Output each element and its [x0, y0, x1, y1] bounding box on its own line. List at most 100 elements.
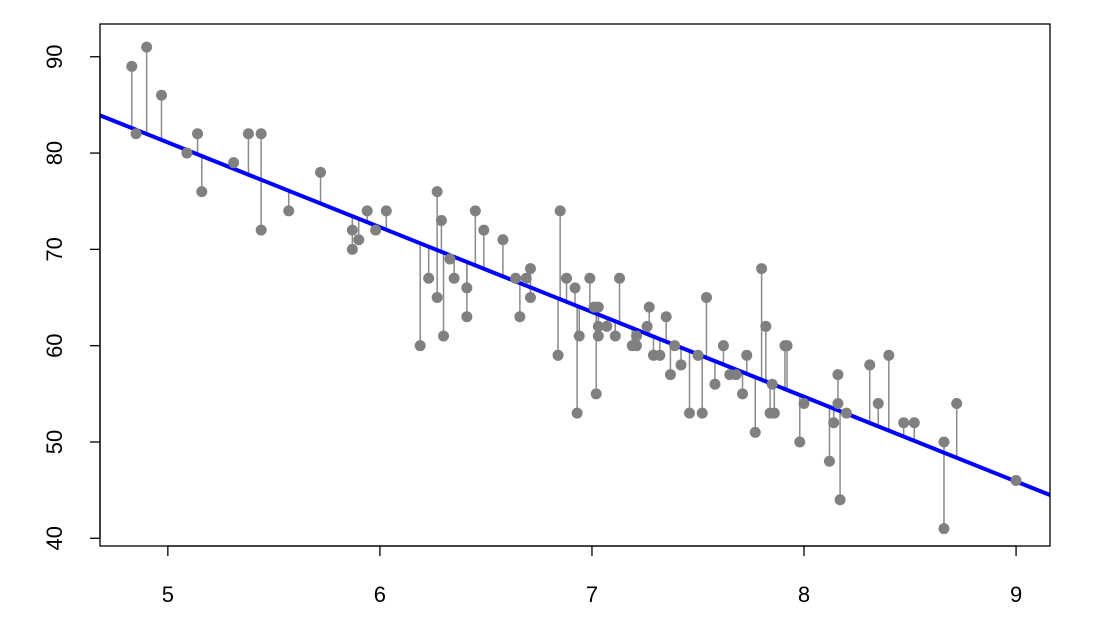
- data-point-9: [255, 128, 267, 140]
- data-point-31: [497, 234, 509, 246]
- y-tick-label-4: 80: [42, 141, 67, 165]
- data-point-93: [908, 417, 920, 429]
- data-point-12: [315, 166, 327, 178]
- data-point-73: [749, 426, 761, 438]
- data-point-29: [469, 205, 481, 217]
- data-point-15: [353, 234, 365, 246]
- y-tick-label-2: 60: [42, 333, 67, 357]
- data-point-10: [255, 224, 267, 236]
- data-point-1: [130, 128, 142, 140]
- data-point-4: [181, 147, 193, 159]
- data-point-72: [741, 349, 753, 361]
- data-point-8: [242, 128, 254, 140]
- data-point-11: [283, 205, 295, 217]
- x-tick-label-1: 6: [374, 582, 386, 607]
- data-point-17: [370, 224, 382, 236]
- data-point-3: [155, 89, 167, 101]
- data-point-34: [520, 272, 532, 284]
- data-point-90: [872, 397, 884, 409]
- data-point-13: [346, 224, 358, 236]
- data-point-40: [569, 282, 581, 294]
- data-point-68: [717, 340, 729, 352]
- data-point-80: [781, 340, 793, 352]
- data-point-84: [828, 417, 840, 429]
- data-point-86: [832, 369, 844, 381]
- x-tick-label-2: 7: [586, 582, 598, 607]
- data-point-22: [431, 292, 443, 304]
- x-axis: 5 6 7 8 9: [162, 545, 1022, 607]
- data-point-78: [768, 407, 780, 419]
- data-point-19: [414, 340, 426, 352]
- data-point-37: [552, 349, 564, 361]
- data-point-65: [696, 407, 708, 419]
- data-point-20: [423, 272, 435, 284]
- data-point-53: [630, 330, 642, 342]
- data-point-14: [346, 243, 358, 255]
- regression-line: [99, 113, 1051, 497]
- data-point-47: [592, 320, 604, 332]
- data-point-7: [228, 157, 240, 169]
- data-point-48: [592, 330, 604, 342]
- data-points: [126, 41, 1022, 535]
- data-point-18: [380, 205, 392, 217]
- data-point-51: [614, 272, 626, 284]
- data-point-70: [730, 369, 742, 381]
- y-tick-label-5: 90: [42, 45, 67, 69]
- data-point-25: [444, 253, 456, 265]
- data-point-27: [461, 282, 473, 294]
- y-tick-label-0: 40: [42, 526, 67, 550]
- data-point-95: [938, 523, 950, 535]
- data-point-58: [654, 349, 666, 361]
- x-tick-label-3: 8: [798, 582, 810, 607]
- data-point-6: [196, 186, 208, 198]
- data-point-88: [840, 407, 852, 419]
- data-point-83: [823, 455, 835, 467]
- data-point-5: [192, 128, 204, 140]
- data-point-63: [684, 407, 696, 419]
- data-point-61: [669, 340, 681, 352]
- data-point-2: [141, 41, 153, 53]
- data-point-16: [361, 205, 373, 217]
- data-point-32: [510, 272, 522, 284]
- data-point-71: [737, 388, 749, 400]
- data-point-50: [609, 330, 621, 342]
- data-point-23: [435, 214, 447, 226]
- data-point-38: [554, 205, 566, 217]
- data-point-67: [709, 378, 721, 390]
- data-point-74: [756, 263, 768, 275]
- y-tick-label-1: 50: [42, 430, 67, 454]
- data-point-96: [951, 397, 963, 409]
- data-point-30: [478, 224, 490, 236]
- data-point-35: [524, 263, 536, 275]
- data-point-43: [584, 272, 596, 284]
- data-point-97: [1010, 475, 1022, 487]
- data-point-33: [514, 311, 526, 323]
- data-point-55: [641, 320, 653, 332]
- data-point-41: [571, 407, 583, 419]
- data-point-66: [700, 292, 712, 304]
- data-point-59: [660, 311, 672, 323]
- data-point-42: [573, 330, 585, 342]
- data-point-28: [461, 311, 473, 323]
- data-point-54: [630, 340, 642, 352]
- x-tick-label-0: 5: [162, 582, 174, 607]
- data-point-87: [834, 494, 846, 506]
- data-point-45: [590, 388, 602, 400]
- data-point-85: [832, 397, 844, 409]
- data-point-94: [938, 436, 950, 448]
- data-point-0: [126, 60, 138, 72]
- data-point-46: [592, 301, 604, 313]
- data-point-82: [798, 397, 810, 409]
- data-point-92: [898, 417, 910, 429]
- data-point-39: [561, 272, 573, 284]
- data-point-81: [794, 436, 806, 448]
- data-point-26: [448, 272, 460, 284]
- data-point-56: [643, 301, 655, 313]
- data-point-89: [864, 359, 876, 371]
- data-point-75: [760, 320, 772, 332]
- data-point-21: [431, 186, 443, 198]
- data-point-64: [692, 349, 704, 361]
- y-tick-label-3: 70: [42, 237, 67, 261]
- data-point-49: [601, 320, 613, 332]
- x-tick-label-4: 9: [1010, 582, 1022, 607]
